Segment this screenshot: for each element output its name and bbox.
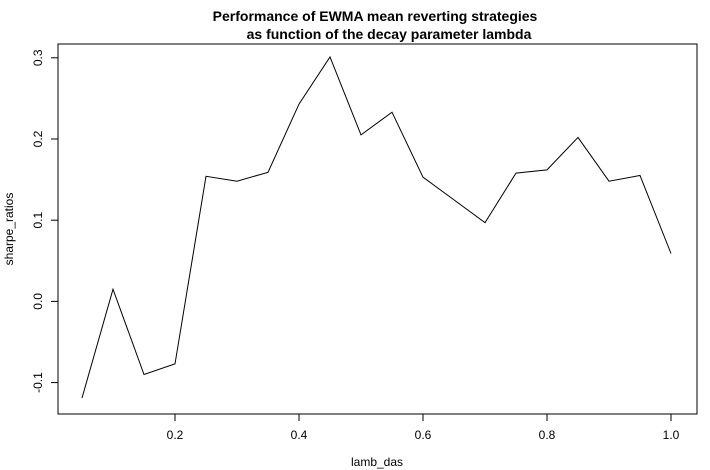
y-tick-label: 0.0 [31,293,45,310]
y-tick-label: -0.1 [31,372,45,393]
y-tick-label: 0.3 [31,49,45,66]
series-line [81,55,672,399]
x-axis: 0.2 0.4 0.6 0.8 1.0 [167,413,680,442]
x-tick-label: 0.4 [291,428,308,442]
y-axis-label: sharpe_ratios [2,193,16,266]
x-tick-label: 1.0 [663,428,680,442]
y-tick-label: 0.2 [31,130,45,147]
x-tick-label: 0.2 [167,428,184,442]
plot-frame [57,43,698,415]
y-tick-label: 0.1 [31,212,45,229]
x-tick-label: 0.8 [539,428,556,442]
x-axis-label: lamb_das [351,455,403,469]
chart-title-line-1: Performance of EWMA mean reverting strat… [213,8,538,24]
chart-title-line-2: as function of the decay parameter lambd… [247,26,532,42]
y-axis: -0.1 0.0 0.1 0.2 0.3 [31,49,59,393]
x-tick-label: 0.6 [415,428,432,442]
